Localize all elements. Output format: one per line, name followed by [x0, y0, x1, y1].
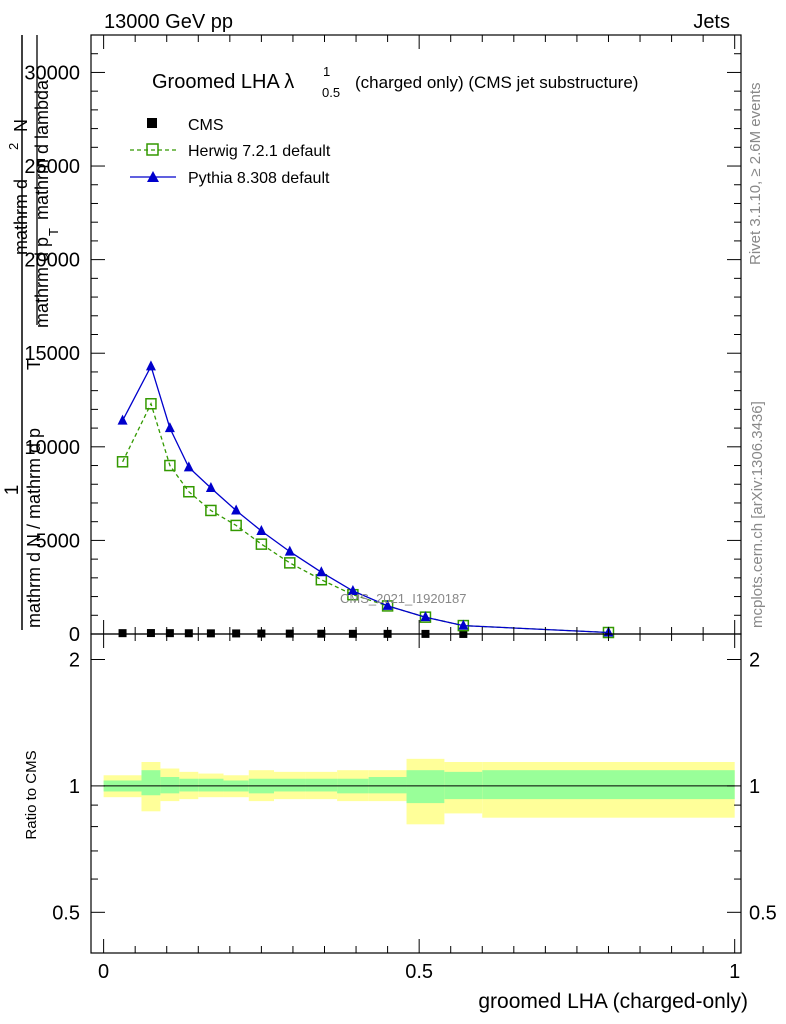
title-superscript: 1 — [323, 64, 330, 79]
series-1-point-2 — [164, 459, 176, 472]
header-right-label: Jets — [693, 11, 730, 33]
ylabel-sub-t: T — [24, 359, 44, 370]
ratio-uncertainty-bands — [103, 758, 735, 825]
header-left-label: 13000 GeV pp — [104, 11, 233, 33]
ylabel-one: 1 — [2, 485, 23, 496]
series-2-point-2 — [164, 422, 175, 433]
main-y-axis-label: 1 mathrm d N / mathrm d p T mathrm d 2 N… — [2, 35, 61, 630]
x-axis-label: groomed LHA (charged-only) — [478, 990, 748, 1013]
main-y-tick-label-6: 30000 — [24, 62, 80, 84]
series-2-point-8 — [316, 566, 327, 577]
legend-item-cms: CMS — [147, 117, 224, 134]
main-plot-title: Groomed LHA λ 1 0.5 (charged only) (CMS … — [152, 64, 638, 100]
ratio-y-tick-label-right-1: 1 — [749, 776, 760, 798]
series-1-point-1 — [145, 398, 157, 410]
legend-item-pythia: Pythia 8.308 default — [130, 170, 330, 187]
ylabel-denominator: mathrm d N / mathrm d p — [24, 428, 44, 628]
axis-tick-labels: 0 0.5 1 0 5000 10000 15000 20000 25000 30000 0.5 0.… — [24, 62, 776, 983]
legend-item-herwig: Herwig 7.2.1 default — [130, 143, 331, 160]
series-0-point-2 — [165, 629, 174, 638]
legend-marker-pythia — [147, 171, 159, 182]
analysis-label: CMS_2021_I1920187 — [340, 591, 467, 606]
main-y-tick-label-1: 5000 — [36, 530, 81, 552]
x-tick-label-1: 0.5 — [405, 961, 433, 983]
series-1-point-5 — [230, 519, 242, 532]
series-2-point-7 — [284, 545, 295, 556]
ratio-y-tick-label-right-0: 0.5 — [749, 902, 777, 924]
series-1-point-6 — [255, 538, 268, 550]
series-1-point-0 — [116, 456, 129, 468]
ratio-band-inner-7 — [274, 778, 306, 792]
legend-label-cms: CMS — [188, 117, 224, 134]
main-y-tick-label-0: 0 — [69, 624, 80, 646]
series-2-point-4 — [205, 481, 216, 492]
series-2-line — [122, 364, 609, 634]
ratio-y-tick-label-left-1: 1 — [69, 776, 80, 798]
x-tick-label-0: 0 — [98, 961, 109, 983]
series-2-point-6 — [256, 525, 267, 536]
ratio-band-inner-10 — [368, 776, 407, 794]
legend-marker-herwig — [146, 143, 159, 156]
series-2-point-11 — [420, 611, 431, 622]
ratio-band-inner-13 — [482, 770, 735, 800]
main-y-tick-label-5: 25000 — [24, 156, 80, 178]
mcplots-side-label: mcplots.cern.ch [arXiv:1306.3436] — [749, 401, 766, 628]
ratio-y-axis-label: Ratio to CMS — [23, 750, 40, 839]
ylabel-num-1: mathrm d — [11, 179, 31, 255]
legend-marker-cms — [147, 118, 157, 128]
series-0-point-4 — [206, 629, 215, 638]
series-2-point-5 — [231, 504, 242, 515]
rivet-side-label: Rivet 3.1.10, ≥ 2.6M events — [747, 83, 764, 266]
series-1-point-3 — [183, 485, 195, 498]
ylabel-sub-t-2: T — [46, 228, 61, 236]
ratio-y-tick-label-left-2: 2 — [69, 649, 80, 671]
main-y-tick-label-3: 15000 — [24, 343, 80, 365]
ylabel-num-4: mathrm d lambda — [32, 79, 52, 220]
series-2-point-0 — [117, 414, 128, 425]
main-y-tick-label-4: 20000 — [24, 250, 80, 272]
series-2-point-12 — [458, 619, 469, 630]
series-2-point-1 — [145, 360, 156, 371]
series-0-point-3 — [184, 629, 193, 638]
series-2-point-3 — [183, 461, 194, 472]
ratio-band-inner-1 — [141, 770, 161, 796]
ratio-y-tick-label-left-0: 0.5 — [52, 902, 80, 924]
legend: CMS Herwig 7.2.1 default Pythia 8.308 de… — [130, 117, 331, 187]
title-suffix: (charged only) (CMS jet substructure) — [355, 73, 638, 92]
series-2-point-10 — [382, 599, 393, 610]
series-1-point-4 — [205, 504, 217, 517]
ratio-band-inner-2 — [160, 776, 180, 794]
ratio-band-inner-4 — [198, 778, 224, 792]
ratio-band-inner-3 — [179, 778, 199, 792]
main-y-tick-label-2: 10000 — [24, 437, 80, 459]
series-0-point-1 — [146, 629, 155, 638]
legend-label-herwig: Herwig 7.2.1 default — [188, 143, 331, 160]
axis-ticks — [91, 34, 741, 953]
ratio-band-inner-8 — [305, 778, 338, 792]
series-2-point-9 — [347, 584, 358, 595]
title-subscript: 0.5 — [322, 85, 340, 100]
ylabel-num-2: N — [11, 119, 31, 132]
ylabel-sup-2: 2 — [6, 143, 21, 150]
svg-text:Groomed LHA λ: Groomed LHA λ — [152, 71, 294, 93]
ratio-y-tick-label-right-2: 2 — [749, 649, 760, 671]
x-tick-label-2: 1 — [729, 961, 740, 983]
series-0-point-0 — [118, 629, 127, 638]
series-1-point-7 — [284, 557, 296, 569]
ratio-plot-frame — [90, 633, 742, 954]
title-main: Groomed LHA λ — [152, 71, 294, 93]
legend-label-pythia: Pythia 8.308 default — [188, 170, 330, 187]
ylabel-num-3: mathrm d p — [32, 237, 52, 328]
ratio-band-inner-11 — [406, 770, 445, 804]
